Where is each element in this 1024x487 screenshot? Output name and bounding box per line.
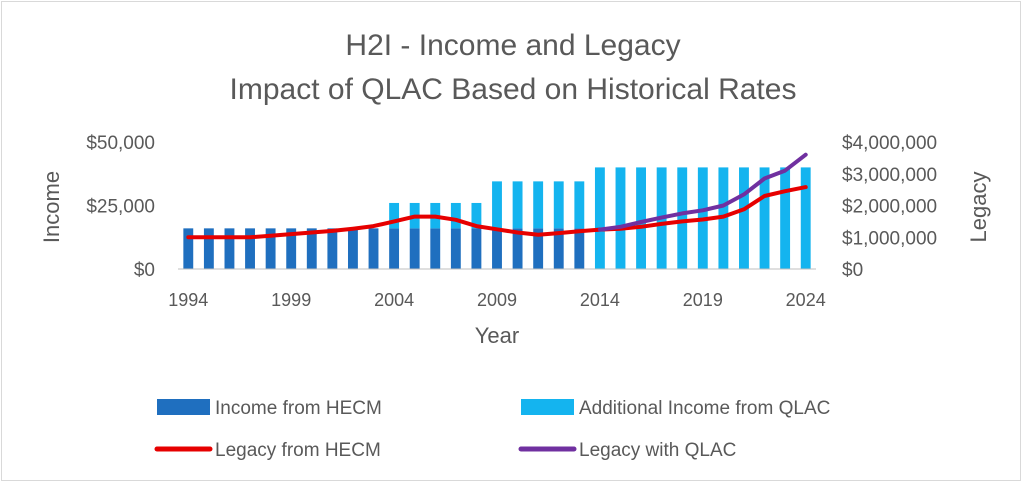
x-axis-label: Year [475, 323, 519, 348]
y2-tick-label: $2,000,000 [842, 197, 937, 218]
hecm-income-bar [286, 228, 297, 269]
legend-label: Legacy from HECM [215, 440, 381, 461]
qlac-income-bar [800, 167, 811, 269]
x-tick-label: 2004 [374, 290, 414, 310]
hecm-income-bar [347, 228, 358, 269]
hecm-income-bar [533, 228, 544, 269]
hecm-income-bar [450, 228, 461, 269]
y2-tick-label: $4,000,000 [842, 133, 937, 154]
hecm-income-bar [265, 228, 276, 269]
qlac-income-bar [677, 167, 688, 269]
hecm-income-bar [245, 228, 255, 269]
hecm-income-bar [306, 228, 317, 269]
qlac-income-bar [759, 167, 770, 269]
qlac-income-bar [492, 181, 502, 229]
x-tick-label: 1994 [168, 290, 208, 310]
y-axis-label: Income [39, 171, 64, 243]
hecm-income-bar [224, 228, 235, 269]
legend-item-qlac-income: Additional Income from QLAC [521, 398, 830, 419]
qlac-income-bar [533, 181, 544, 229]
qlac-income-bar [512, 181, 523, 229]
x-tick-label: 2009 [477, 290, 517, 310]
qlac-income-bar [615, 167, 626, 269]
qlac-income-bar [471, 202, 482, 229]
hecm-income-bar [327, 228, 338, 269]
y-tick-label: $0 [134, 260, 155, 281]
legacy-qlac-line [597, 152, 808, 232]
hecm-income-bar [389, 228, 400, 269]
legend-label: Additional Income from QLAC [579, 398, 830, 419]
x-tick-label: 2019 [683, 290, 723, 310]
qlac-income-bar [450, 202, 461, 229]
qlac-income-bar [574, 181, 585, 229]
hecm-income-bar [553, 228, 564, 269]
legend-swatch [521, 399, 574, 415]
legend-swatch [157, 399, 210, 415]
x-tick-label: 2014 [580, 290, 620, 310]
qlac-income-bar [594, 167, 605, 269]
legend-item-hecm-income: Income from HECM [157, 398, 382, 419]
hecm-income-bar [471, 228, 482, 269]
chart-title: H2I - Income and Legacy [345, 29, 680, 62]
y2-tick-label: $3,000,000 [842, 165, 937, 186]
plot-area: 1994 1999 2004 2009 2014 2019 2024 $0 $25,000 $50… [86, 133, 937, 310]
qlac-income-bar [553, 181, 564, 229]
y2-axis-label: Legacy [966, 172, 991, 243]
chart-subtitle: Impact of QLAC Based on Historical Rates [230, 73, 797, 106]
qlac-income-bar [389, 202, 400, 229]
qlac-income-bar [636, 167, 647, 269]
legend-item-legacy-qlac: Legacy with QLAC [518, 440, 736, 461]
hecm-income-bar [512, 228, 523, 269]
hecm-income-bar [183, 228, 194, 269]
y-tick-label: $50,000 [86, 133, 155, 154]
hecm-income-bar [203, 228, 214, 269]
hecm-income-bar [368, 228, 379, 269]
y-tick-label: $25,000 [86, 197, 155, 218]
legend-item-legacy-hecm: Legacy from HECM [154, 440, 381, 461]
qlac-income-bar [780, 167, 791, 269]
legend-label: Income from HECM [215, 398, 382, 419]
legend-label: Legacy with QLAC [579, 440, 736, 461]
hecm-income-bar [430, 228, 441, 269]
x-tick-label: 2024 [786, 290, 826, 310]
qlac-income-bar [739, 167, 749, 269]
hecm-income-bar [492, 228, 502, 269]
legend: Income from HECM Additional Income from Q… [154, 398, 830, 461]
hecm-income-bar [409, 228, 420, 269]
y2-tick-label: $1,000,000 [842, 228, 937, 249]
x-tick-label: 1999 [271, 290, 311, 310]
y2-tick-label: $0 [842, 260, 863, 281]
hecm-income-bar [574, 228, 585, 269]
legacy-hecm-line [186, 185, 808, 240]
